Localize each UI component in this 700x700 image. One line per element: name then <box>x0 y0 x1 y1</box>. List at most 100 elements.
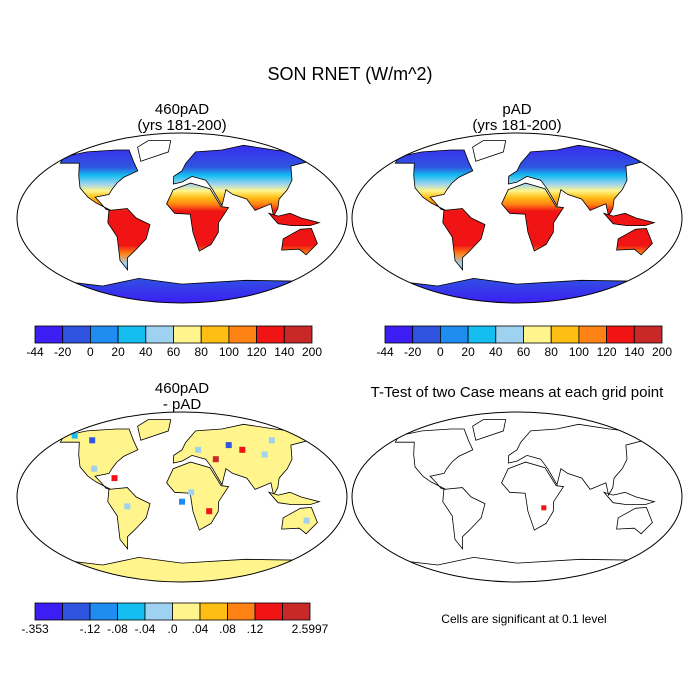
continent <box>59 428 139 490</box>
map-border <box>16 411 348 583</box>
colorbar-swatch <box>282 602 311 621</box>
continent <box>54 277 309 303</box>
panel-subtitle: - pAD <box>163 396 202 413</box>
colorbar-label: 40 <box>489 345 503 359</box>
map-land <box>54 419 321 582</box>
continent <box>442 487 486 551</box>
cell <box>303 517 310 524</box>
continent <box>281 506 318 535</box>
colorbar-label: -.12 <box>80 622 101 636</box>
cell <box>239 446 246 453</box>
figure-title: SON RNET (W/m^2) <box>267 64 432 84</box>
colorbar-swatch <box>254 602 283 621</box>
colorbar-label: 0 <box>437 345 444 359</box>
cell <box>206 508 213 515</box>
colorbar-label: 20 <box>461 345 475 359</box>
colorbar-label: .08 <box>219 622 236 636</box>
colorbar-swatch <box>34 602 63 621</box>
continent <box>107 487 151 551</box>
continent <box>442 208 486 272</box>
colorbar-swatch <box>62 602 91 621</box>
map-land <box>389 419 656 582</box>
continent <box>54 556 309 582</box>
cell <box>188 489 195 496</box>
cell <box>541 505 547 511</box>
colorbar-swatch <box>523 325 552 344</box>
colorbar-label: 140 <box>274 345 294 359</box>
cell <box>89 437 96 444</box>
colorbar-label: 120 <box>597 345 617 359</box>
colorbar-swatch <box>606 325 635 344</box>
continent <box>602 212 656 226</box>
colorbar-label: 80 <box>195 345 209 359</box>
colorbar-label: 2.5997 <box>292 622 329 636</box>
colorbar-swatch <box>578 325 608 344</box>
cell <box>91 465 98 472</box>
panel-title: pAD <box>502 101 531 118</box>
colorbar-label: 60 <box>167 345 181 359</box>
continent <box>281 227 318 256</box>
colorbar-label: -.353 <box>21 622 49 636</box>
colorbar-swatch <box>172 602 201 621</box>
colorbar-label: 0 <box>87 345 94 359</box>
colorbar-swatch <box>62 325 91 344</box>
continent <box>172 144 310 218</box>
colorbar-swatch <box>256 325 285 344</box>
colorbar-label: -20 <box>404 345 422 359</box>
panel-subtitle: (yrs 181-200) <box>472 117 561 134</box>
colorbar-swatch <box>412 325 441 344</box>
map <box>16 132 348 304</box>
cell <box>268 437 275 444</box>
colorbar-label: 20 <box>111 345 125 359</box>
continent <box>137 419 172 441</box>
colorbar-swatch <box>283 325 313 344</box>
colorbar-label: 100 <box>569 345 589 359</box>
map-border <box>351 411 683 583</box>
colorbar-swatch <box>144 602 173 621</box>
colorbar-label: -.08 <box>107 622 128 636</box>
colorbar-label: 200 <box>652 345 672 359</box>
panel-subtitle: (yrs 181-200) <box>137 117 226 134</box>
continent <box>394 428 474 490</box>
continent <box>472 140 507 162</box>
note: Cells are significant at 0.1 level <box>441 612 606 626</box>
cell <box>71 432 78 439</box>
colorbar-label: 120 <box>247 345 267 359</box>
colorbar-label: .0 <box>167 622 177 636</box>
continent <box>137 140 172 162</box>
continent <box>507 144 645 218</box>
map-border <box>351 132 683 304</box>
colorbar-label: 40 <box>139 345 153 359</box>
continent <box>389 277 644 303</box>
colorbar-label: 60 <box>517 345 531 359</box>
colorbar-swatch <box>145 325 174 344</box>
colorbar-swatch <box>495 325 524 344</box>
continent <box>107 208 151 272</box>
colorbar-swatch <box>199 602 228 621</box>
continent <box>267 212 321 226</box>
colorbar-swatch <box>227 602 256 621</box>
colorbar-label: -44 <box>26 345 44 359</box>
colorbar-label: 140 <box>624 345 644 359</box>
continent <box>501 182 565 252</box>
colorbar-swatch <box>34 325 64 344</box>
map-land <box>389 140 656 303</box>
colorbar-swatch <box>89 602 118 621</box>
cell <box>195 446 202 453</box>
map-border <box>16 132 348 304</box>
colorbar-swatch <box>90 325 119 344</box>
colorbar-label: .12 <box>247 622 264 636</box>
colorbar-swatch <box>439 325 469 344</box>
map <box>16 411 348 583</box>
colorbar-swatch <box>117 325 147 344</box>
continent <box>389 556 644 582</box>
continent <box>59 149 139 211</box>
colorbar-swatch <box>550 325 580 344</box>
panel-title: T-Test of two Case means at each grid po… <box>371 384 664 401</box>
panel-title: 460pAD <box>155 101 209 118</box>
colorbar-label: -20 <box>54 345 72 359</box>
continent <box>616 227 653 256</box>
colorbar-swatch <box>200 325 230 344</box>
continent <box>602 491 656 505</box>
cell <box>179 498 185 505</box>
